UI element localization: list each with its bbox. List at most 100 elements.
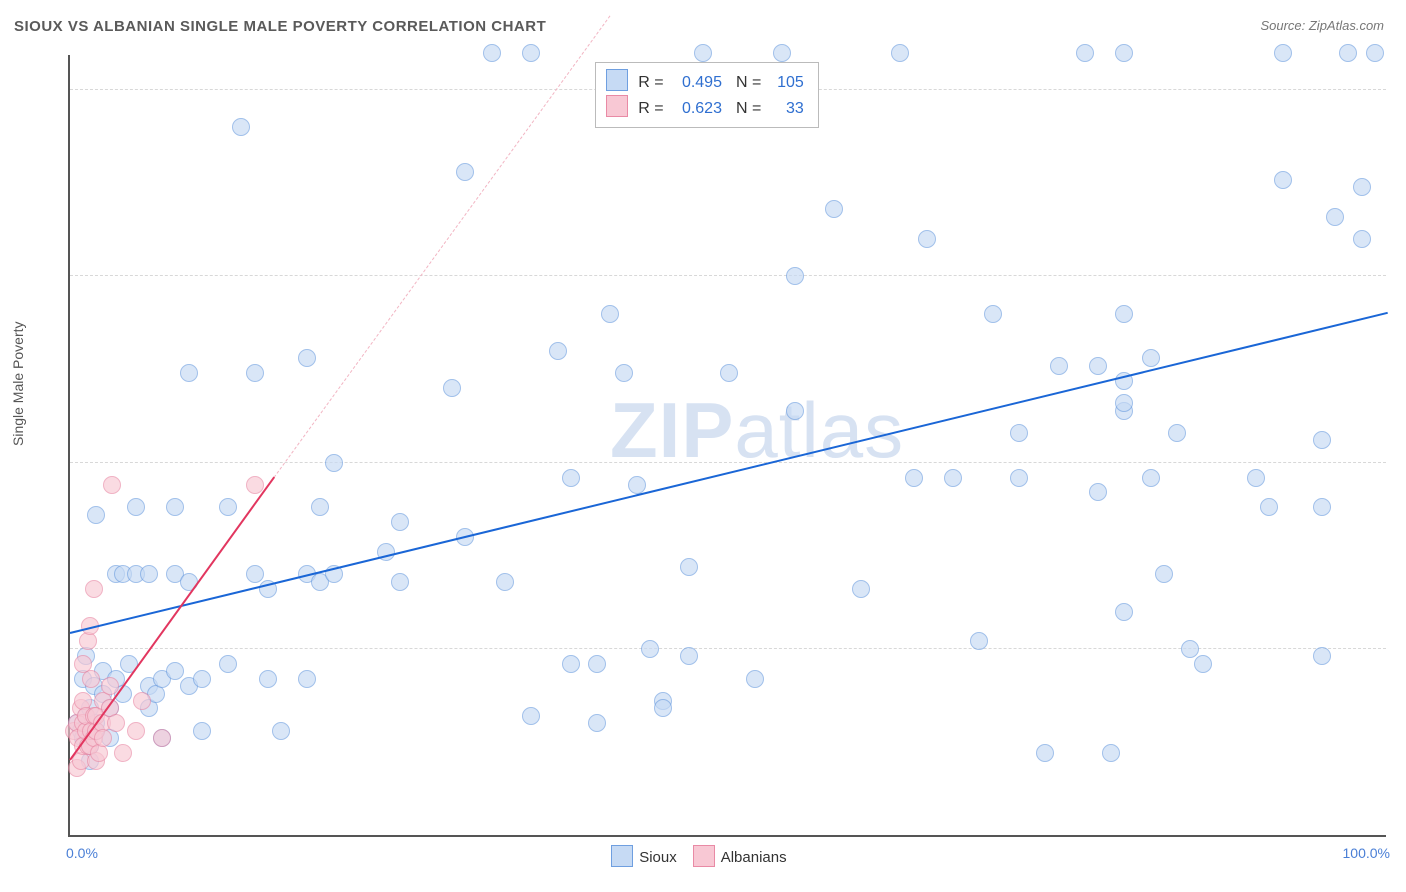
data-point-sioux — [1313, 647, 1331, 665]
legend-n-value: 33 — [766, 97, 804, 121]
legend-r-label: R = — [638, 74, 668, 91]
data-point-sioux — [918, 230, 936, 248]
data-point-sioux — [1339, 44, 1357, 62]
scatter-plot: ZIPatlas 25.0%50.0%75.0%100.0%0.0%100.0% — [68, 55, 1386, 837]
y-tick-label: 25.0% — [1396, 457, 1406, 473]
data-point-sioux — [1181, 640, 1199, 658]
data-point-sioux — [786, 402, 804, 420]
data-point-sioux — [298, 349, 316, 367]
data-point-sioux — [562, 655, 580, 673]
data-point-sioux — [984, 305, 1002, 323]
data-point-sioux — [232, 118, 250, 136]
data-point-albanians — [153, 729, 171, 747]
data-point-sioux — [391, 513, 409, 531]
data-point-sioux — [1115, 394, 1133, 412]
data-point-sioux — [1115, 603, 1133, 621]
chart-title: SIOUX VS ALBANIAN SINGLE MALE POVERTY CO… — [14, 18, 546, 35]
legend-series-label: Sioux — [639, 849, 677, 866]
data-point-sioux — [1313, 498, 1331, 516]
data-point-sioux — [1274, 171, 1292, 189]
data-point-sioux — [391, 573, 409, 591]
data-point-sioux — [1142, 349, 1160, 367]
data-point-albanians — [85, 580, 103, 598]
legend-series: Sioux Albanians — [595, 845, 786, 867]
data-point-sioux — [615, 364, 633, 382]
legend-swatch — [606, 69, 628, 91]
data-point-sioux — [166, 662, 184, 680]
x-tick-label-left: 0.0% — [66, 845, 98, 861]
data-point-sioux — [601, 305, 619, 323]
y-axis-label: Single Male Poverty — [10, 321, 26, 446]
data-point-sioux — [773, 44, 791, 62]
legend-n-value: 105 — [766, 71, 804, 95]
data-point-albanians — [133, 692, 151, 710]
legend-row: R = 0.495 N = 105 — [606, 69, 804, 95]
data-point-sioux — [1260, 498, 1278, 516]
data-point-sioux — [891, 44, 909, 62]
data-point-sioux — [443, 379, 461, 397]
trend-line — [70, 312, 1388, 634]
data-point-sioux — [905, 469, 923, 487]
legend-swatch — [611, 845, 633, 867]
data-point-sioux — [1194, 655, 1212, 673]
data-point-sioux — [641, 640, 659, 658]
data-point-albanians — [127, 722, 145, 740]
data-point-sioux — [259, 670, 277, 688]
data-point-albanians — [94, 729, 112, 747]
legend-swatch — [606, 95, 628, 117]
data-point-sioux — [246, 364, 264, 382]
data-point-sioux — [87, 506, 105, 524]
data-point-sioux — [628, 476, 646, 494]
data-point-sioux — [272, 722, 290, 740]
data-point-sioux — [1313, 431, 1331, 449]
data-point-sioux — [1247, 469, 1265, 487]
data-point-sioux — [1115, 44, 1133, 62]
data-point-sioux — [1102, 744, 1120, 762]
legend-n-label: N = — [736, 100, 766, 117]
data-point-sioux — [1168, 424, 1186, 442]
legend-swatch — [693, 845, 715, 867]
data-point-sioux — [970, 632, 988, 650]
data-point-sioux — [1326, 208, 1344, 226]
y-tick-label: 50.0% — [1396, 84, 1406, 100]
data-point-sioux — [311, 498, 329, 516]
legend-r-value: 0.495 — [668, 71, 722, 95]
data-point-sioux — [694, 44, 712, 62]
data-point-albanians — [246, 476, 264, 494]
data-point-sioux — [1089, 483, 1107, 501]
data-point-sioux — [1353, 230, 1371, 248]
gridline: 50.0% — [70, 462, 1386, 463]
legend-n-label: N = — [736, 74, 766, 91]
data-point-sioux — [522, 707, 540, 725]
legend-series-label: Albanians — [721, 849, 787, 866]
data-point-sioux — [1050, 357, 1068, 375]
data-point-sioux — [588, 655, 606, 673]
data-point-sioux — [1010, 469, 1028, 487]
data-point-albanians — [101, 677, 119, 695]
data-point-sioux — [522, 44, 540, 62]
data-point-sioux — [219, 498, 237, 516]
data-point-sioux — [1274, 44, 1292, 62]
data-point-sioux — [127, 498, 145, 516]
data-point-sioux — [1353, 178, 1371, 196]
data-point-sioux — [654, 699, 672, 717]
legend-r-value: 0.623 — [668, 97, 722, 121]
data-point-sioux — [562, 469, 580, 487]
data-point-sioux — [166, 498, 184, 516]
source-label: Source: ZipAtlas.com — [1260, 18, 1384, 33]
data-point-sioux — [140, 565, 158, 583]
data-point-albanians — [82, 670, 100, 688]
data-point-sioux — [180, 364, 198, 382]
data-point-sioux — [1010, 424, 1028, 442]
data-point-sioux — [496, 573, 514, 591]
data-point-sioux — [1076, 44, 1094, 62]
data-point-sioux — [193, 670, 211, 688]
data-point-sioux — [852, 580, 870, 598]
legend-stats: R = 0.495 N = 105R = 0.623 N = 33 — [595, 62, 819, 128]
legend-row: R = 0.623N = 33 — [606, 95, 804, 121]
data-point-sioux — [1366, 44, 1384, 62]
data-point-sioux — [1115, 305, 1133, 323]
data-point-sioux — [720, 364, 738, 382]
data-point-sioux — [298, 670, 316, 688]
data-point-sioux — [944, 469, 962, 487]
